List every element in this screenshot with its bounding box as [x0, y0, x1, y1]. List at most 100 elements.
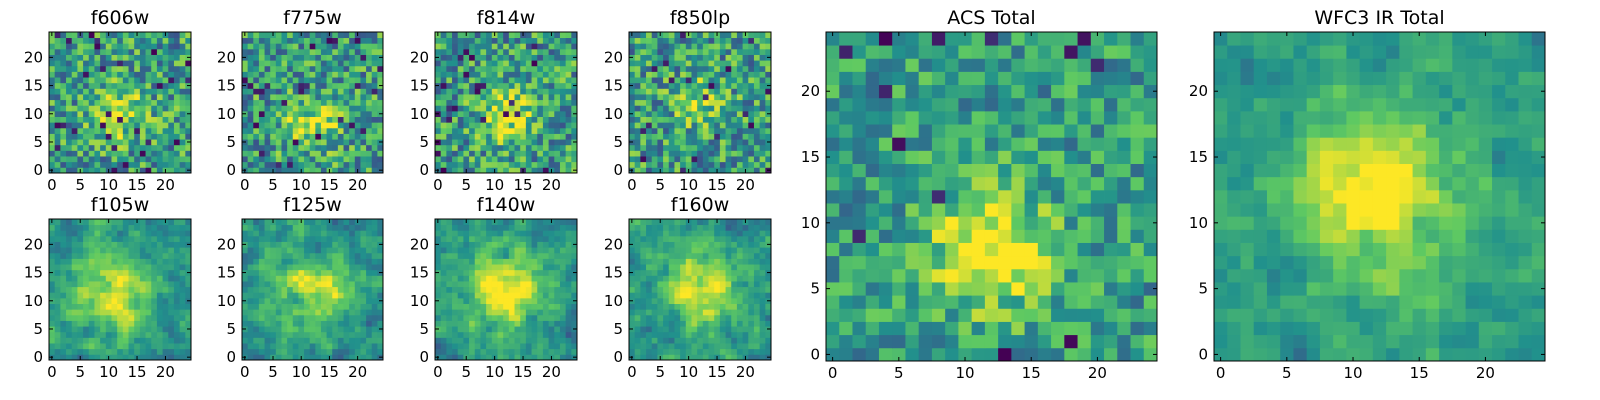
y-tick-label: 10 — [217, 292, 236, 310]
heatmap-cell — [83, 43, 90, 50]
heatmap-cell — [719, 269, 726, 276]
heatmap-cell — [565, 247, 572, 254]
heatmap-cell — [474, 224, 481, 231]
heatmap-cell — [242, 161, 249, 168]
heatmap-cell — [371, 354, 378, 361]
heatmap-cell — [315, 320, 322, 327]
heatmap-cell — [452, 320, 459, 327]
heatmap-cell — [697, 337, 704, 344]
heatmap-cell — [542, 331, 549, 338]
heatmap-cell — [474, 60, 481, 67]
heatmap-cell — [629, 65, 636, 72]
heatmap-cell — [366, 139, 373, 146]
heatmap-cell — [242, 292, 249, 299]
heatmap-cell — [117, 343, 124, 350]
heatmap-cell — [748, 110, 755, 117]
heatmap-cell — [128, 82, 135, 89]
heatmap-cell — [281, 314, 288, 321]
heatmap-cell — [537, 320, 544, 327]
heatmap-cell — [708, 269, 715, 276]
heatmap-cell — [520, 314, 527, 321]
heatmap-cell — [134, 230, 141, 237]
heatmap-cell — [646, 105, 653, 112]
heatmap-cell — [337, 241, 344, 248]
heatmap-cell — [377, 99, 384, 106]
heatmap-cell — [753, 116, 761, 123]
heatmap-cell — [139, 139, 146, 146]
heatmap-cell — [697, 343, 704, 350]
heatmap-cell — [674, 281, 681, 288]
heatmap-cell — [117, 122, 124, 129]
heatmap-cell — [674, 303, 681, 310]
heatmap-cell — [320, 337, 327, 344]
heatmap-cell — [457, 348, 464, 355]
heatmap-cell — [354, 269, 361, 276]
heatmap-cell — [117, 150, 124, 157]
heatmap-cell — [168, 241, 175, 248]
heatmap-cell — [315, 331, 322, 338]
heatmap-cell — [139, 264, 146, 271]
heatmap-cell — [242, 65, 249, 72]
heatmap-cell — [309, 156, 316, 163]
heatmap-cell — [634, 82, 641, 89]
heatmap-cell — [508, 105, 515, 112]
heatmap-cell — [377, 48, 384, 55]
x-tick-label: 10 — [679, 176, 698, 194]
heatmap-cell — [537, 71, 544, 78]
heatmap-cell — [83, 241, 90, 248]
heatmap-cell — [145, 161, 152, 168]
heatmap-cell — [731, 105, 738, 112]
heatmap-cell — [88, 348, 95, 355]
heatmap-cell — [554, 269, 561, 276]
heatmap-cell — [714, 269, 721, 276]
heatmap-cell — [657, 133, 664, 140]
heatmap-cell — [145, 303, 152, 310]
heatmap-cell — [520, 99, 527, 106]
heatmap-cell — [554, 252, 561, 259]
heatmap-cell — [100, 331, 107, 338]
heatmap-cell — [731, 82, 738, 89]
heatmap-cell — [537, 144, 544, 151]
heatmap-cell — [491, 281, 498, 288]
heatmap-cell — [548, 331, 555, 338]
heatmap-cell — [646, 337, 653, 344]
heatmap-cell — [486, 337, 493, 344]
heatmap-cell — [309, 241, 316, 248]
heatmap-cell — [668, 314, 675, 321]
heatmap-cell — [480, 292, 487, 299]
heatmap-cell — [520, 309, 527, 316]
heatmap-cell — [343, 43, 350, 50]
heatmap-cell — [326, 139, 333, 146]
heatmap-cell — [292, 60, 299, 67]
heatmap-cell — [559, 88, 567, 95]
heatmap-cell — [156, 71, 163, 78]
heatmap-cell — [440, 264, 447, 271]
heatmap-cell — [128, 292, 135, 299]
heatmap-cell — [242, 88, 249, 95]
heatmap-cell — [765, 94, 772, 101]
heatmap-cell — [66, 82, 73, 89]
heatmap-cell — [315, 281, 322, 288]
heatmap-cell — [371, 235, 378, 242]
heatmap-cell — [315, 71, 322, 78]
heatmap-cell — [446, 127, 453, 134]
heatmap-cell — [491, 230, 498, 237]
heatmap-cell — [100, 303, 107, 310]
heatmap-cell — [258, 320, 265, 327]
heatmap-cell — [151, 247, 158, 254]
heatmap-cell — [105, 54, 112, 61]
heatmap-cell — [525, 60, 532, 67]
heatmap-cell — [742, 77, 749, 84]
heatmap-cell — [725, 309, 732, 316]
heatmap-cell — [668, 122, 675, 129]
heatmap-cell — [508, 110, 515, 117]
heatmap-cell — [60, 127, 67, 134]
heatmap-cell — [304, 32, 311, 39]
heatmap-cell — [736, 77, 743, 84]
heatmap-cell — [54, 235, 61, 242]
heatmap-cell — [83, 150, 90, 157]
heatmap-cell — [349, 258, 356, 265]
heatmap-cell — [349, 161, 356, 168]
heatmap-cell — [77, 297, 84, 304]
heatmap-cell — [326, 348, 333, 355]
